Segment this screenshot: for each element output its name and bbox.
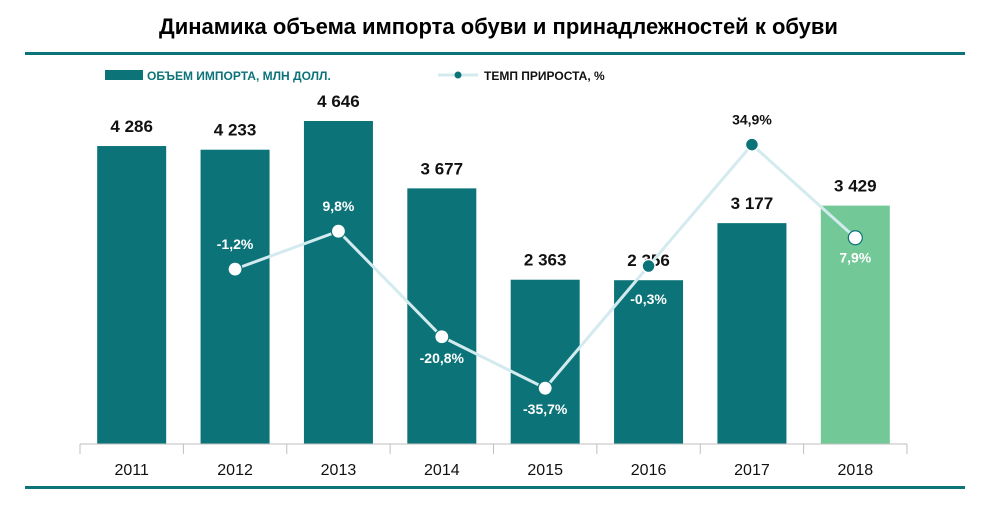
chart-title: Динамика объема импорта обуви и принадле… bbox=[159, 14, 838, 39]
x-tick-label-2018: 2018 bbox=[838, 462, 874, 479]
bar-value-label-2012: 4 233 bbox=[214, 121, 257, 140]
bottom-divider bbox=[25, 486, 965, 489]
x-tick-label-2012: 2012 bbox=[217, 462, 253, 479]
bar-value-label-2015: 2 363 bbox=[524, 251, 567, 270]
x-tick-label-2014: 2014 bbox=[424, 462, 460, 479]
growth-label-2013: 9,8% bbox=[322, 198, 354, 214]
legend-bar-label: ОБЪЕМ ИМПОРТА, МЛН ДОЛЛ. bbox=[147, 69, 331, 83]
x-tick-label-2011: 2011 bbox=[114, 462, 149, 479]
growth-label-2016: -0,3% bbox=[630, 291, 667, 307]
bar-value-label-2018: 3 429 bbox=[834, 177, 877, 196]
x-tick-label-2017: 2017 bbox=[734, 462, 770, 479]
growth-label-2017: 34,9% bbox=[732, 112, 772, 128]
top-divider bbox=[25, 52, 965, 55]
x-axis-ticks: 2011 2012 2013 2014 2015 2016 2017 2018 bbox=[79, 444, 908, 479]
growth-point-2014 bbox=[434, 329, 450, 345]
x-tick-label-2015: 2015 bbox=[527, 462, 563, 479]
bar-value-label-2011: 4 286 bbox=[110, 117, 153, 136]
bar-value-label-2013: 4 646 bbox=[317, 92, 360, 111]
growth-label-2014: -20,8% bbox=[420, 350, 465, 366]
growth-point-2015 bbox=[537, 380, 553, 396]
growth-point-2017 bbox=[744, 137, 760, 152]
growth-point-2012 bbox=[227, 261, 243, 277]
growth-point-2013 bbox=[330, 223, 347, 239]
bar-2011 bbox=[97, 146, 167, 444]
legend-bar-swatch bbox=[105, 70, 143, 80]
bar-2014 bbox=[407, 188, 477, 444]
legend-line-marker bbox=[454, 71, 462, 79]
bar-value-label-2014: 3 677 bbox=[421, 159, 464, 178]
legend: ОБЪЕМ ИМПОРТА, МЛН ДОЛЛ. ТЕМП ПРИРОСТА, … bbox=[105, 69, 605, 83]
growth-label-2018: 7,9% bbox=[839, 250, 871, 266]
legend-line-label: ТЕМП ПРИРОСТА, % bbox=[484, 69, 605, 83]
growth-line: -1,2% 9,8% -20,8% -35,7% -0,3% 34,9% 7,9% bbox=[217, 112, 872, 418]
bar-value-label-2017: 3 177 bbox=[731, 194, 774, 213]
growth-label-2012: -1,2% bbox=[217, 236, 254, 252]
bar-2017 bbox=[717, 223, 787, 444]
growth-label-2015: -35,7% bbox=[523, 401, 568, 417]
x-tick-label-2016: 2016 bbox=[631, 462, 667, 479]
bar-2016 bbox=[614, 280, 684, 444]
growth-point-2018 bbox=[847, 230, 863, 246]
x-tick-label-2013: 2013 bbox=[321, 462, 357, 479]
bar-2012 bbox=[200, 149, 270, 445]
bar-2013 bbox=[303, 121, 373, 444]
growth-point-2016 bbox=[641, 258, 656, 274]
